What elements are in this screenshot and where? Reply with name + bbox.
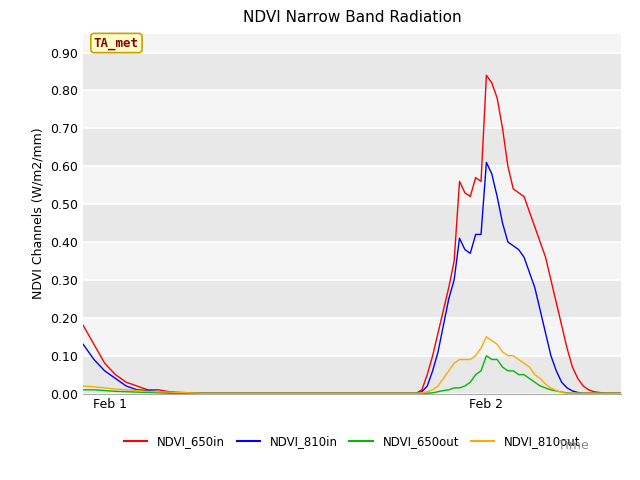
Bar	[83, 242, 621, 280]
Title: NDVI Narrow Band Radiation: NDVI Narrow Band Radiation	[243, 11, 461, 25]
Legend: NDVI_650in, NDVI_810in, NDVI_650out, NDVI_810out: NDVI_650in, NDVI_810in, NDVI_650out, NDV…	[119, 430, 585, 453]
Y-axis label: NDVI Channels (W/m2/mm): NDVI Channels (W/m2/mm)	[32, 128, 45, 300]
Bar	[83, 318, 621, 356]
Text: Time: Time	[558, 439, 589, 452]
Bar	[83, 90, 621, 128]
Text: TA_met: TA_met	[94, 36, 139, 49]
Bar	[83, 15, 621, 52]
Bar	[83, 166, 621, 204]
